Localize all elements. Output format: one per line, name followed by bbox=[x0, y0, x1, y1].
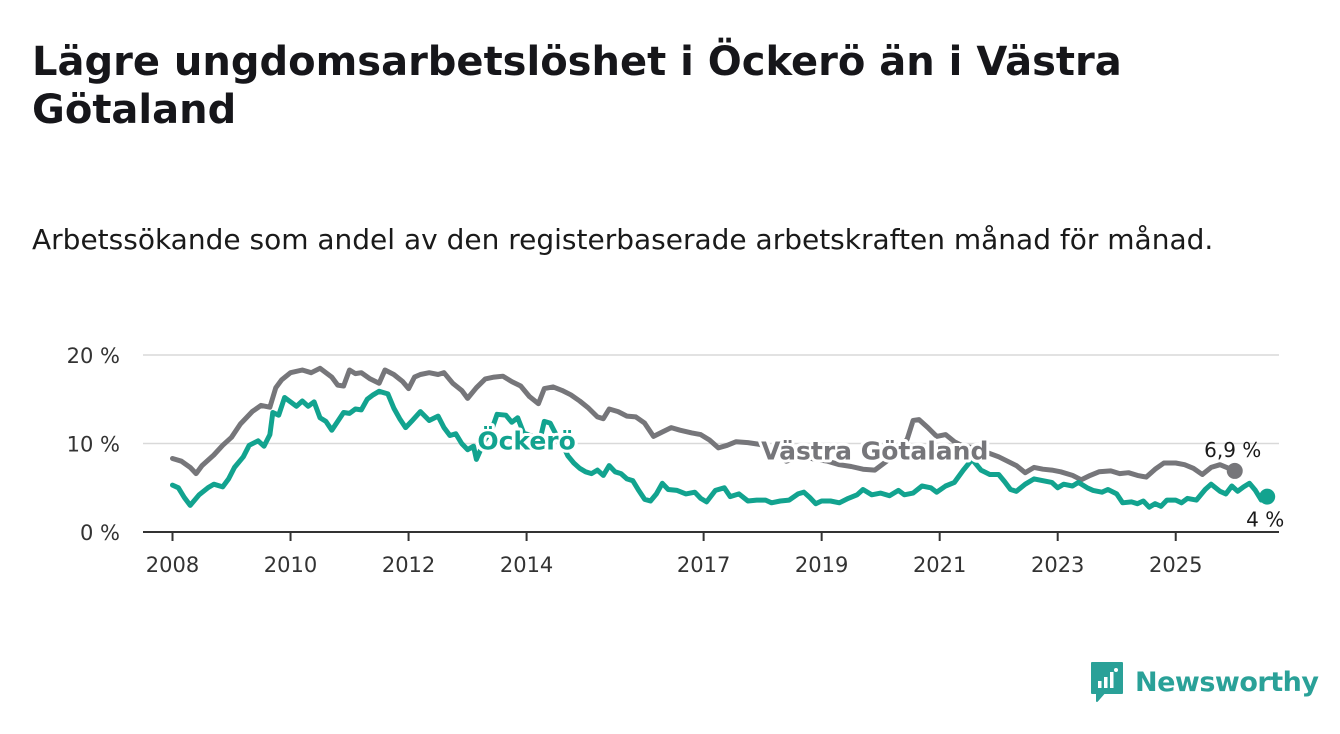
x-tick-label-2021: 2021 bbox=[913, 553, 966, 577]
series-labels: 6,9 % 4 % Öckerö Västra Götaland bbox=[474, 423, 1284, 532]
y-tick-label-20: 20 % bbox=[67, 344, 120, 368]
series-label--cker: Öckerö bbox=[477, 426, 576, 456]
gridlines bbox=[143, 354, 1279, 445]
brand-logo: Newsworthy bbox=[1089, 660, 1319, 704]
series-lines bbox=[170, 365, 1276, 510]
x-tick-label-2008: 2008 bbox=[146, 553, 199, 577]
y-tick-label-10: 10 % bbox=[67, 433, 120, 457]
x-tick-label-2014: 2014 bbox=[500, 553, 553, 577]
y-tick-label-0: 0 % bbox=[80, 521, 120, 545]
series-label-v-stra-g-taland: Västra Götaland bbox=[761, 436, 988, 465]
x-tick-label-2019: 2019 bbox=[795, 553, 848, 577]
brand-name: Newsworthy bbox=[1135, 666, 1319, 698]
x-tick-label-2025: 2025 bbox=[1149, 553, 1202, 577]
chart-subtitle: Arbetssökande som andel av den registerb… bbox=[32, 223, 1214, 256]
x-tick-label-2023: 2023 bbox=[1031, 553, 1084, 577]
x-tick-label-2017: 2017 bbox=[677, 553, 730, 577]
end-label-ockero: 4 % bbox=[1246, 508, 1284, 532]
newsworthy-logo-icon bbox=[1091, 662, 1123, 702]
end-marker-v-stra-g-taland bbox=[1226, 462, 1243, 479]
chart-title: Lägre ungdomsarbetslöshet i Öckerö än i … bbox=[32, 39, 1122, 133]
end-label-vastra-gotaland: 6,9 % bbox=[1204, 438, 1261, 462]
series-line--cker bbox=[170, 388, 1270, 510]
x-tick-label-2012: 2012 bbox=[382, 553, 435, 577]
series-line-v-stra-g-taland bbox=[170, 365, 1238, 483]
x-tick-label-2010: 2010 bbox=[264, 553, 317, 577]
x-axis: 2008 2010 2012 2014 2017 2019 2021 2023 2025 bbox=[143, 531, 1279, 577]
y-axis-labels: 0 % 10 % 20 % bbox=[67, 344, 120, 545]
end-marker--cker bbox=[1259, 488, 1276, 505]
